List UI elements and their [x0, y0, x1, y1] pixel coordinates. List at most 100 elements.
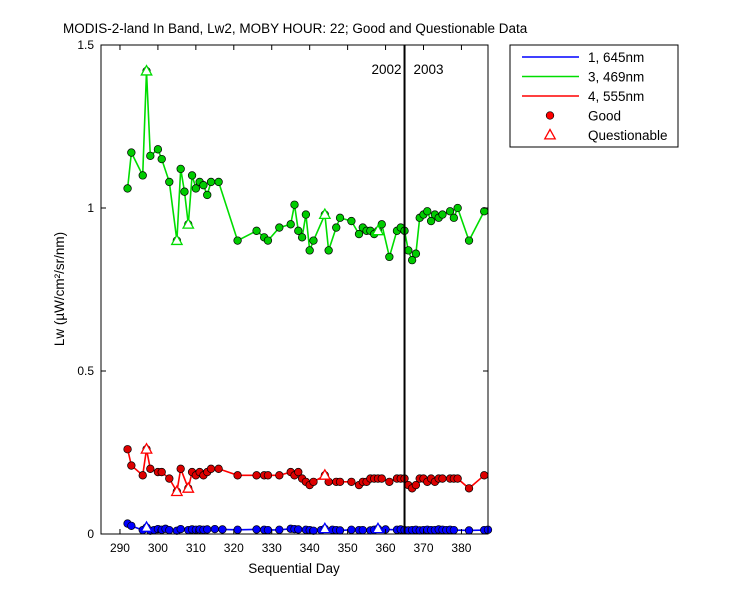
plot-area: [101, 45, 488, 534]
data-point: [480, 471, 489, 480]
data-point: [252, 525, 261, 534]
data-point: [146, 151, 155, 160]
x-tick-label: 340: [300, 541, 320, 555]
y-tick-label: 0: [87, 527, 94, 541]
data-point: [309, 526, 318, 535]
y-tick-label: 0.5: [77, 364, 94, 378]
data-point: [203, 525, 212, 534]
legend-label: Questionable: [588, 128, 668, 143]
legend-circle-swatch: [545, 111, 555, 120]
data-point: [449, 213, 459, 222]
x-tick-label: 350: [338, 541, 358, 555]
data-point: [426, 216, 436, 226]
data-point: [290, 200, 299, 209]
legend-label: Good: [588, 109, 621, 124]
questionable-point: [170, 484, 184, 497]
x-tick-label: 370: [413, 541, 433, 555]
data-point: [438, 210, 447, 219]
data-point: [180, 187, 189, 196]
legend-label: 1, 645nm: [588, 50, 644, 65]
data-point: [263, 471, 273, 480]
data-point: [453, 474, 462, 483]
data-point: [411, 480, 421, 490]
legend: 1, 645nm 3, 469nm 4, 555nm Good Questionable: [509, 44, 679, 148]
data-point: [335, 213, 345, 222]
data-point: [210, 524, 219, 534]
questionable-point: [181, 217, 195, 229]
x-tick-label: 360: [376, 541, 396, 555]
legend-items: 1, 645nm 3, 469nm 4, 555nm Good Questionable: [522, 50, 668, 143]
x-tick-label: 380: [451, 541, 471, 555]
data-point: [301, 210, 311, 219]
data-point: [165, 177, 174, 187]
data-point: [157, 154, 166, 164]
data-point: [123, 184, 132, 193]
data-point: [385, 252, 394, 262]
y-axis-label: Lw (µW/cm²/sr/nm): [52, 232, 67, 346]
questionable-point: [371, 223, 385, 236]
data-point: [127, 148, 136, 157]
data-point: [176, 464, 185, 473]
questionable-point: [318, 468, 332, 480]
data-point: [233, 525, 242, 534]
y-tick-label: 1.5: [77, 38, 94, 52]
data-point: [294, 226, 303, 235]
data-point: [294, 525, 303, 534]
data-point: [165, 525, 174, 535]
data-point: [385, 477, 394, 486]
data-point: [233, 471, 242, 480]
data-point: [464, 484, 474, 493]
data-point: [252, 471, 261, 480]
legend-triangle-swatch: [543, 128, 557, 140]
questionable-point: [318, 521, 332, 534]
axis-layer: 290 300 310 320 330 340 350 360 370 380 0 0.5 1 1.5: [77, 38, 488, 555]
legend-label: 4, 555nm: [588, 89, 644, 104]
x-tick-label: 310: [186, 541, 206, 555]
data-point: [294, 467, 303, 477]
data-point: [335, 526, 345, 535]
year-label-left: 2002: [371, 62, 401, 77]
data-point: [411, 249, 421, 258]
legend-label: 3, 469nm: [588, 70, 644, 85]
data-point: [275, 471, 284, 480]
x-tick-label: 320: [224, 541, 244, 555]
questionable-point: [170, 233, 184, 246]
data-point: [480, 207, 489, 216]
questionable-point: [140, 64, 153, 76]
year-label-right: 2003: [414, 62, 444, 77]
data-point: [263, 525, 273, 535]
questionable-point: [140, 520, 153, 532]
data-point: [127, 521, 136, 530]
data-point: [445, 207, 455, 216]
data-point: [423, 207, 432, 216]
x-tick-label: 330: [262, 541, 282, 555]
data-point: [404, 246, 413, 255]
data-point: [157, 467, 166, 477]
data-point: [438, 474, 447, 483]
data-point: [464, 526, 474, 535]
questionable-point: [181, 481, 195, 493]
data-point: [138, 471, 147, 480]
data-point: [407, 256, 417, 265]
data-point: [309, 477, 318, 486]
data-point: [218, 525, 227, 534]
data-point: [347, 216, 356, 226]
questionable-point: [371, 521, 385, 534]
chart-title: MODIS-2-land In Band, Lw2, MOBY HOUR: 22…: [63, 21, 528, 36]
data-point: [305, 246, 314, 255]
data-point: [153, 145, 163, 154]
plot-frame: [100, 44, 489, 535]
data-point: [176, 164, 185, 174]
data-point: [347, 477, 356, 486]
data-point: [199, 181, 208, 190]
data-point: [297, 233, 307, 242]
data-point: [453, 203, 462, 213]
data-point: [275, 525, 284, 534]
questionable-point: [140, 442, 153, 454]
data-point: [176, 524, 185, 534]
data-point: [309, 236, 318, 245]
data-point: [324, 246, 333, 255]
data-point: [123, 445, 132, 454]
data-point: [187, 171, 197, 180]
